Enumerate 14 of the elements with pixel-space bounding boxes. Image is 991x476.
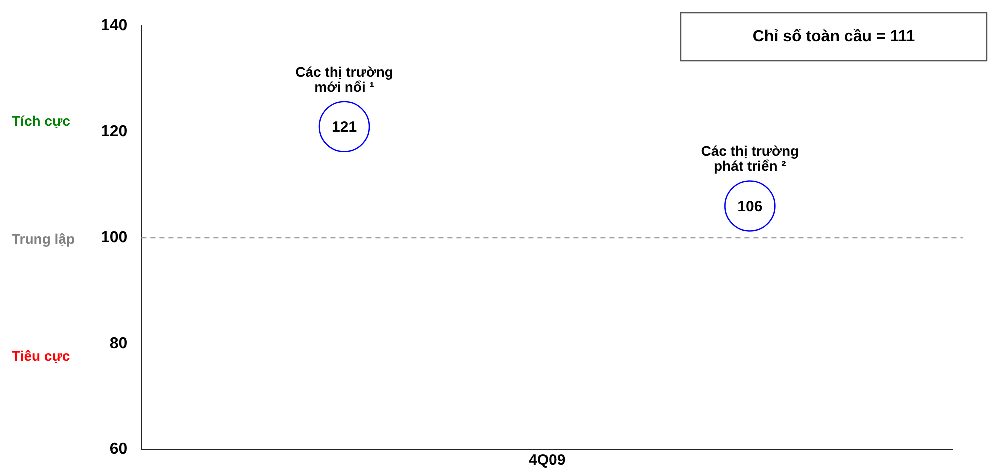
y-tick-label: 80 xyxy=(110,335,128,352)
text: Tiêu cực xyxy=(12,348,70,364)
series-label: Các thị trường phát triển ² xyxy=(701,143,800,174)
text: Tích cực xyxy=(12,112,71,129)
data-label: 121 xyxy=(332,119,358,136)
annotation: Chỉ số toàn cầu = 111 xyxy=(752,28,916,46)
x-axis-title: 4Q09 xyxy=(528,452,566,469)
y-tick-label: 120 xyxy=(100,124,128,141)
y-tick-label: 100 xyxy=(100,229,128,246)
y-tick-label: 140 xyxy=(100,18,128,35)
series-label: Các thị trường mới nổi ¹ xyxy=(296,64,394,95)
text: Trung lập xyxy=(12,230,75,247)
y-tick-label: 60 xyxy=(110,441,128,458)
data-label: 106 xyxy=(738,198,763,216)
